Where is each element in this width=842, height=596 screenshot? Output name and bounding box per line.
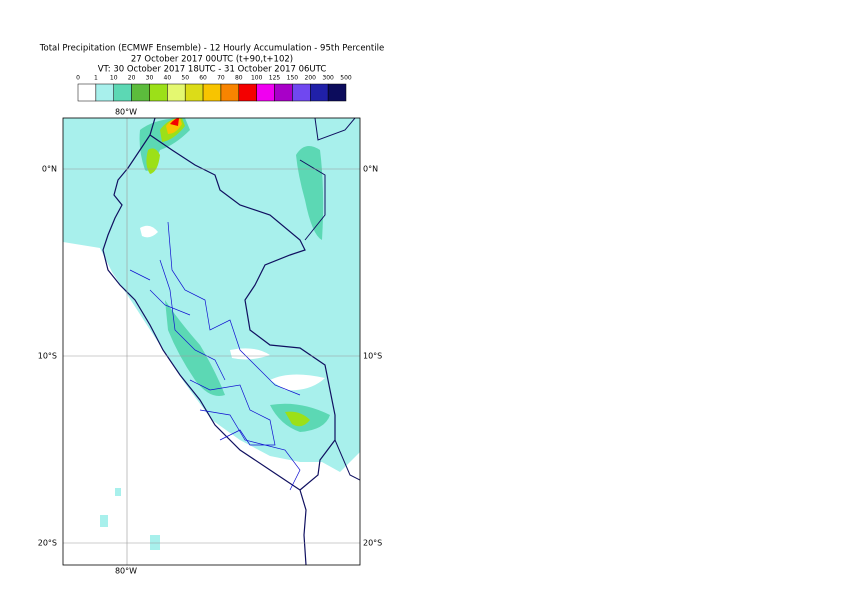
- precip-area: [165, 300, 225, 396]
- borders: [102, 118, 360, 565]
- legend-swatch: [327, 83, 347, 102]
- lat-label: 10°S: [38, 352, 57, 361]
- precip-area: [100, 488, 160, 550]
- lat-label: 20°S: [363, 539, 382, 548]
- country-border: [149, 134, 336, 491]
- legend-swatch: [220, 83, 240, 102]
- legend-swatch: [310, 83, 329, 102]
- legend-level: 70: [217, 75, 225, 82]
- lat-label: 20°S: [38, 539, 57, 548]
- map-field: [63, 118, 360, 565]
- legend-swatch: [184, 83, 204, 102]
- precip-area: [170, 118, 179, 126]
- region-border: [129, 221, 301, 491]
- dry-area: [140, 225, 325, 391]
- map-frame: [62, 117, 361, 566]
- legend-swatch: [292, 83, 311, 102]
- legend-level: 0: [76, 75, 80, 82]
- legend-swatch: [238, 83, 257, 102]
- precip-area: [146, 148, 160, 174]
- country-border: [299, 118, 360, 481]
- legend-level: 150: [287, 75, 299, 82]
- coastline: [102, 118, 307, 565]
- legend-swatch: [256, 83, 275, 102]
- legend-level: 125: [269, 75, 281, 82]
- legend: 0 1 10 20 30 40 50 60 70 80 100 125 150 200 300 500: [76, 75, 352, 102]
- legend-level: 500: [340, 75, 352, 82]
- title: VT: 30 October 2017 18UTC - 31 October 2…: [98, 65, 327, 75]
- legend-swatch: [77, 83, 97, 102]
- legend-level: 20: [128, 75, 136, 82]
- legend-level: 40: [164, 75, 172, 82]
- legend-level: 50: [181, 75, 189, 82]
- legend-level: 1: [94, 75, 98, 82]
- legend-level: 200: [305, 75, 317, 82]
- legend-swatch: [274, 83, 293, 102]
- legend-swatch: [113, 83, 132, 102]
- legend-level: 30: [146, 75, 154, 82]
- graticule: [63, 118, 360, 565]
- title: Total Precipitation (ECMWF Ensemble) - 1…: [39, 44, 384, 54]
- precip-area: [285, 411, 310, 427]
- legend-level: 80: [235, 75, 243, 82]
- legend-level: 60: [199, 75, 207, 82]
- lat-label: 10°S: [363, 352, 382, 361]
- legend-level: 10: [110, 75, 118, 82]
- legend-level: 300: [322, 75, 334, 82]
- legend-swatch: [167, 83, 186, 102]
- legend-swatch: [95, 83, 114, 102]
- lat-label: 0°N: [363, 165, 378, 174]
- legend-swatch: [149, 83, 168, 102]
- lat-label: 0°N: [42, 165, 57, 174]
- legend-level: 100: [251, 75, 263, 82]
- legend-swatch: [131, 83, 150, 102]
- lon-label: 80°W: [115, 108, 137, 117]
- title: 27 October 2017 00UTC (t+90,t+102): [131, 55, 293, 65]
- legend-swatch: [202, 83, 222, 102]
- lon-label: 80°W: [115, 567, 137, 576]
